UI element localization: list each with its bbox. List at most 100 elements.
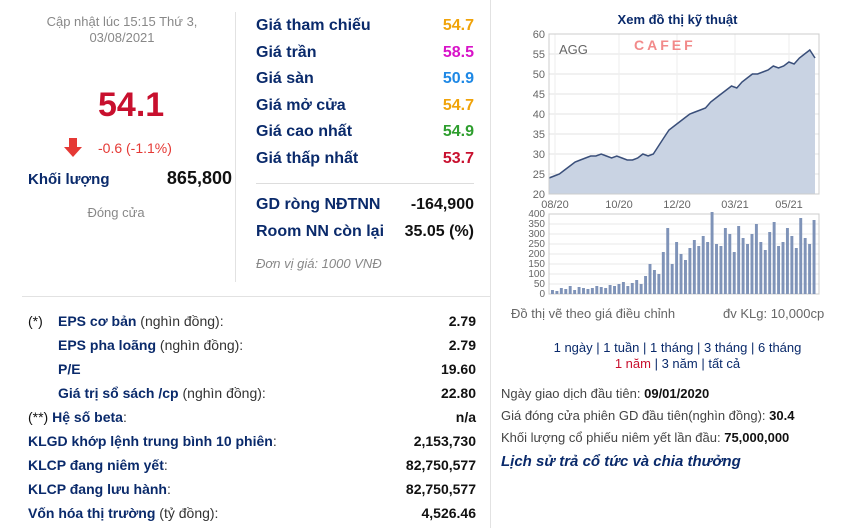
price-volume-chart[interactable]: AGG CAFEF 20 25 30 35 40 45 50 55 60 08/20 10/20 1… xyxy=(499,26,839,301)
volume-bar xyxy=(768,232,772,294)
fin-label: KLCP đang niêm yết xyxy=(28,457,164,473)
info-value: 75,000,000 xyxy=(724,430,790,445)
dividend-history-link[interactable]: Lịch sử trả cổ tức và chia thưởng xyxy=(501,453,741,470)
y-tick-label: 50 xyxy=(533,69,545,81)
fin-unit: : xyxy=(163,457,168,473)
volume-bar xyxy=(741,238,745,294)
foreign-net-value: -164,900 xyxy=(410,196,474,213)
volume-bar xyxy=(555,291,559,294)
volume-bar xyxy=(692,240,696,294)
price-label: Giá trần xyxy=(256,44,317,61)
range-1-week[interactable]: 1 tuần xyxy=(603,340,640,355)
price-label: Giá cao nhất xyxy=(256,123,353,140)
fin-label: Vốn hóa thị trường xyxy=(28,505,156,521)
fin-row-eps: (*) EPS cơ bản (nghìn đồng): 2.79 xyxy=(28,313,476,329)
fin-value: 2.79 xyxy=(448,313,476,329)
volume-tick-label: 50 xyxy=(534,279,546,290)
volume-bar xyxy=(621,282,625,294)
fin-label: EPS pha loãng xyxy=(58,337,157,353)
volume-bar xyxy=(608,285,612,294)
volume-bar xyxy=(675,242,679,294)
range-all[interactable]: tất cả xyxy=(708,356,741,371)
fin-unit: (nghìn đồng): xyxy=(178,385,266,401)
adjusted-price-note: Đồ thị vẽ theo giá điều chỉnh xyxy=(511,306,676,321)
price-change: -0.6 (-1.1%) xyxy=(98,140,172,156)
volume-bar xyxy=(657,274,661,294)
volume-bar xyxy=(613,286,616,294)
fin-unit: : xyxy=(167,481,171,497)
range-3-years[interactable]: 3 năm xyxy=(661,356,698,371)
financial-indicators: (*) EPS cơ bản (nghìn đồng): 2.79 EPS pha… xyxy=(22,296,490,521)
price-value: 54.7 xyxy=(442,17,474,34)
price-value: 58.5 xyxy=(442,44,474,61)
range-1-year[interactable]: 1 năm xyxy=(614,356,651,371)
volume-tick-label: 400 xyxy=(528,209,545,220)
fin-value: 19.60 xyxy=(440,361,476,377)
volume-bar xyxy=(799,218,803,294)
info-label: Ngày giao dịch đầu tiên: xyxy=(501,386,641,401)
technical-chart-link[interactable]: Xem đồ thị kỹ thuật xyxy=(617,12,738,27)
volume-bar xyxy=(679,254,683,294)
x-axis-ticks: 08/20 10/20 12/20 03/21 05/21 xyxy=(541,199,803,211)
first-close-price: Giá đóng cửa phiên GD đầu tiên(nghìn đồn… xyxy=(501,408,794,423)
y-tick-label: 55 xyxy=(533,49,545,61)
fin-label: EPS cơ bản xyxy=(58,313,137,329)
y-tick-label: 45 xyxy=(533,89,545,101)
volume-bars xyxy=(551,212,816,294)
range-1-day[interactable]: 1 ngày xyxy=(553,340,593,355)
x-tick-label: 05/21 xyxy=(775,199,803,211)
fin-value: 4,526.46 xyxy=(421,505,477,521)
volume-bar xyxy=(706,242,710,294)
y-tick-label: 20 xyxy=(533,189,545,201)
range-links-row-1: 1 ngày | 1 tuần | 1 tháng | 3 tháng | 6 … xyxy=(553,340,802,355)
fin-value: 22.80 xyxy=(440,385,476,401)
price-frame-border xyxy=(548,33,820,195)
volume-bar xyxy=(635,280,639,294)
volume-bar xyxy=(577,287,581,294)
x-tick-label: 12/20 xyxy=(663,199,691,211)
fin-row-beta: (**) Hệ số beta: n/a xyxy=(28,409,476,425)
y-tick-label: 35 xyxy=(533,129,545,141)
open-price-row: Giá mở cửa 54.7 xyxy=(256,97,474,115)
reference-price-row: Giá tham chiếu 54.7 xyxy=(256,17,474,35)
volume-bar xyxy=(754,224,758,294)
floor-price-row: Giá sàn 50.9 xyxy=(256,70,474,88)
volume-bar xyxy=(808,244,812,294)
foreign-room-label: Room NN còn lại xyxy=(256,223,385,240)
volume-bar xyxy=(728,234,732,294)
price-area xyxy=(549,50,815,194)
price-label: Giá thấp nhất xyxy=(256,150,359,167)
volume-bar xyxy=(599,287,603,294)
fin-row-avg-volume: KLGD khớp lệnh trung bình 10 phiên: 2,15… xyxy=(28,433,476,449)
note-marker: (**) xyxy=(28,409,49,425)
quote-summary: Cập nhật lúc 15:15 Thứ 3, 03/08/2021 54.… xyxy=(22,14,232,279)
range-1-month[interactable]: 1 tháng xyxy=(650,340,694,355)
volume-bar xyxy=(666,228,670,294)
fin-row-outstanding-shares: KLCP đang lưu hành: 82,750,577 xyxy=(28,481,476,497)
volume-bar xyxy=(688,248,692,294)
x-tick-label: 10/20 xyxy=(605,199,633,211)
fin-label: KLGD khớp lệnh trung bình 10 phiên xyxy=(28,433,273,449)
volume-bar xyxy=(750,234,754,294)
fin-unit: : xyxy=(122,409,127,425)
first-trade-date: Ngày giao dịch đầu tiên: 09/01/2020 xyxy=(501,386,709,401)
volume-bar xyxy=(684,260,687,294)
range-3-months[interactable]: 3 tháng xyxy=(704,340,748,355)
price-value: 50.9 xyxy=(442,70,474,87)
range-links-row-2: 1 năm | 3 năm | tất cả xyxy=(614,356,741,371)
price-unit-note: Đơn vị giá: 1000 VNĐ xyxy=(256,256,382,271)
range-6-months[interactable]: 6 tháng xyxy=(758,340,802,355)
price-value: 53.7 xyxy=(442,150,474,167)
info-value: 09/01/2020 xyxy=(644,386,710,401)
fin-unit: : xyxy=(272,433,277,449)
price-panel: Giá tham chiếu 54.7 Giá trần 58.5 Giá sà… xyxy=(235,12,485,282)
ceiling-price-row: Giá trần 58.5 xyxy=(256,44,474,62)
volume-bar xyxy=(604,288,608,294)
volume-bar xyxy=(697,246,701,294)
price-label: Giá mở cửa xyxy=(256,97,346,114)
volume-bar xyxy=(564,289,568,294)
y-tick-label: 25 xyxy=(533,169,545,181)
fin-label: Hệ số beta xyxy=(52,409,123,425)
change-row: -0.6 (-1.1%) xyxy=(64,138,172,158)
volume-tick-label: 350 xyxy=(528,219,545,230)
